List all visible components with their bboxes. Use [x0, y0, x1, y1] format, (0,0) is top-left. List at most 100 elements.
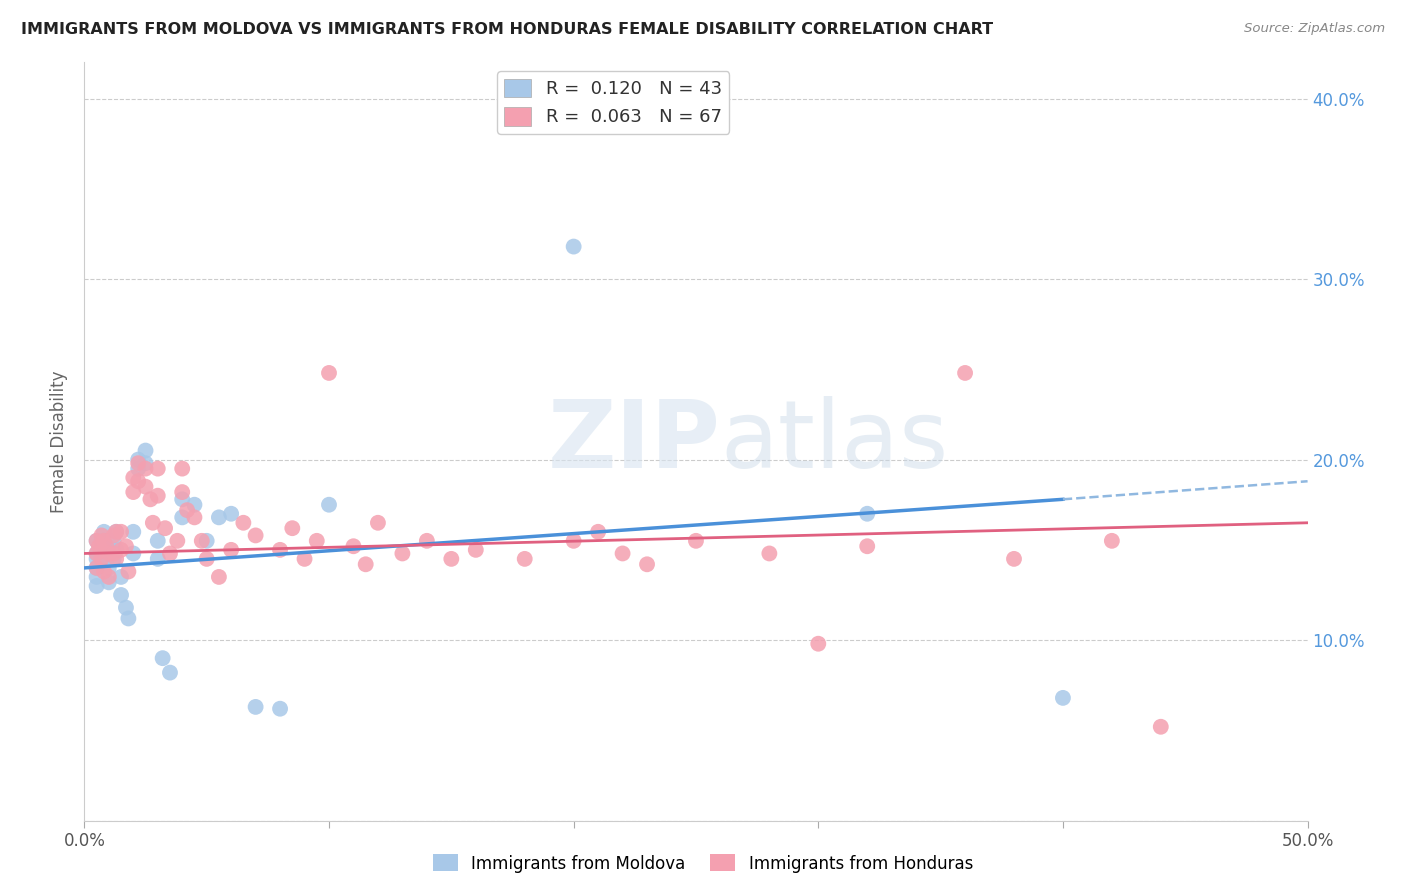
Point — [159, 665, 181, 680]
Point — [97, 546, 120, 560]
Point — [758, 546, 780, 560]
Point — [146, 533, 169, 548]
Point — [245, 699, 267, 714]
Point — [122, 524, 145, 539]
Text: IMMIGRANTS FROM MOLDOVA VS IMMIGRANTS FROM HONDURAS FEMALE DISABILITY CORRELATIO: IMMIGRANTS FROM MOLDOVA VS IMMIGRANTS FR… — [21, 22, 993, 37]
Point — [142, 516, 165, 530]
Point — [127, 461, 149, 475]
Point — [176, 503, 198, 517]
Point — [110, 570, 132, 584]
Point — [269, 542, 291, 557]
Point — [117, 611, 139, 625]
Point — [86, 533, 108, 548]
Point — [86, 533, 108, 548]
Point — [135, 461, 157, 475]
Point — [86, 570, 108, 584]
Point — [90, 552, 112, 566]
Point — [103, 552, 125, 566]
Point — [281, 521, 304, 535]
Point — [127, 452, 149, 467]
Point — [93, 524, 115, 539]
Point — [232, 516, 254, 530]
Point — [183, 510, 205, 524]
Point — [172, 485, 194, 500]
Point — [110, 588, 132, 602]
Point — [153, 521, 176, 535]
Point — [127, 475, 149, 489]
Point — [1150, 720, 1173, 734]
Point — [807, 637, 830, 651]
Point — [97, 546, 120, 560]
Point — [562, 239, 585, 253]
Point — [305, 533, 328, 548]
Point — [562, 533, 585, 548]
Point — [612, 546, 634, 560]
Point — [195, 533, 218, 548]
Point — [97, 561, 120, 575]
Point — [127, 456, 149, 470]
Point — [245, 528, 267, 542]
Point — [318, 366, 340, 380]
Point — [294, 552, 316, 566]
Point — [122, 485, 145, 500]
Point — [159, 546, 181, 560]
Point — [122, 546, 145, 560]
Text: atlas: atlas — [720, 395, 949, 488]
Point — [135, 480, 157, 494]
Point — [96, 539, 118, 553]
Point — [86, 546, 108, 560]
Point — [117, 565, 139, 579]
Point — [105, 524, 128, 539]
Point — [90, 528, 112, 542]
Point — [219, 542, 242, 557]
Point — [97, 575, 120, 590]
Point — [354, 558, 377, 572]
Point — [1101, 533, 1123, 548]
Point — [685, 533, 707, 548]
Point — [90, 533, 112, 548]
Point — [856, 507, 879, 521]
Point — [172, 461, 194, 475]
Point — [391, 546, 413, 560]
Point — [440, 552, 463, 566]
Point — [195, 552, 218, 566]
Legend: R =  0.120   N = 43, R =  0.063   N = 67: R = 0.120 N = 43, R = 0.063 N = 67 — [498, 71, 730, 134]
Point — [1002, 552, 1025, 566]
Point — [86, 561, 108, 575]
Text: Source: ZipAtlas.com: Source: ZipAtlas.com — [1244, 22, 1385, 36]
Point — [86, 561, 108, 575]
Point — [86, 546, 108, 560]
Point — [208, 570, 231, 584]
Point — [97, 570, 120, 584]
Point — [183, 498, 205, 512]
Point — [105, 524, 128, 539]
Point — [219, 507, 242, 521]
Point — [146, 489, 169, 503]
Point — [191, 533, 214, 548]
Point — [172, 510, 194, 524]
Point — [318, 498, 340, 512]
Point — [115, 539, 138, 553]
Point — [208, 510, 231, 524]
Text: ZIP: ZIP — [547, 395, 720, 488]
Point — [367, 516, 389, 530]
Point — [110, 542, 132, 557]
Point — [86, 552, 108, 566]
Point — [90, 552, 112, 566]
Point — [953, 366, 976, 380]
Point — [135, 443, 157, 458]
Point — [86, 579, 108, 593]
Point — [87, 539, 110, 553]
Legend: Immigrants from Moldova, Immigrants from Honduras: Immigrants from Moldova, Immigrants from… — [426, 847, 980, 880]
Point — [139, 492, 162, 507]
Point — [103, 528, 125, 542]
Point — [115, 600, 138, 615]
Y-axis label: Female Disability: Female Disability — [51, 370, 69, 513]
Point — [586, 524, 609, 539]
Point — [93, 533, 115, 548]
Point — [152, 651, 174, 665]
Point — [103, 533, 125, 548]
Point — [172, 492, 194, 507]
Point — [103, 546, 125, 560]
Point — [636, 558, 658, 572]
